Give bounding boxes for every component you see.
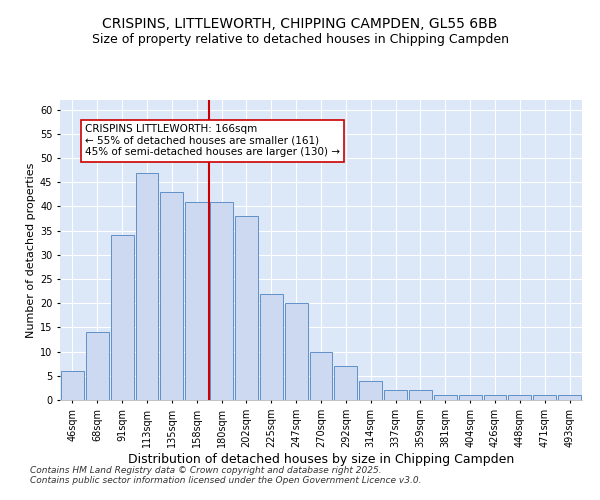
Bar [185,202,208,400]
Y-axis label: Number of detached properties: Number of detached properties [26,162,35,338]
Text: CRISPINS, LITTLEWORTH, CHIPPING CAMPDEN, GL55 6BB: CRISPINS, LITTLEWORTH, CHIPPING CAMPDEN,… [103,18,497,32]
Bar [310,352,332,400]
Bar [384,390,407,400]
Bar [210,202,233,400]
Bar [409,390,432,400]
Bar [484,395,506,400]
Bar [533,395,556,400]
Bar [160,192,183,400]
Bar [136,172,158,400]
Bar [459,395,482,400]
Bar [61,371,84,400]
Bar [111,236,134,400]
Bar [260,294,283,400]
Text: Size of property relative to detached houses in Chipping Campden: Size of property relative to detached ho… [91,32,509,46]
Bar [558,395,581,400]
Bar [434,395,457,400]
X-axis label: Distribution of detached houses by size in Chipping Campden: Distribution of detached houses by size … [128,452,514,466]
Text: CRISPINS LITTLEWORTH: 166sqm
← 55% of detached houses are smaller (161)
45% of s: CRISPINS LITTLEWORTH: 166sqm ← 55% of de… [85,124,340,158]
Bar [359,380,382,400]
Bar [235,216,258,400]
Text: Contains HM Land Registry data © Crown copyright and database right 2025.
Contai: Contains HM Land Registry data © Crown c… [30,466,421,485]
Bar [508,395,531,400]
Bar [285,303,308,400]
Bar [334,366,357,400]
Bar [86,332,109,400]
